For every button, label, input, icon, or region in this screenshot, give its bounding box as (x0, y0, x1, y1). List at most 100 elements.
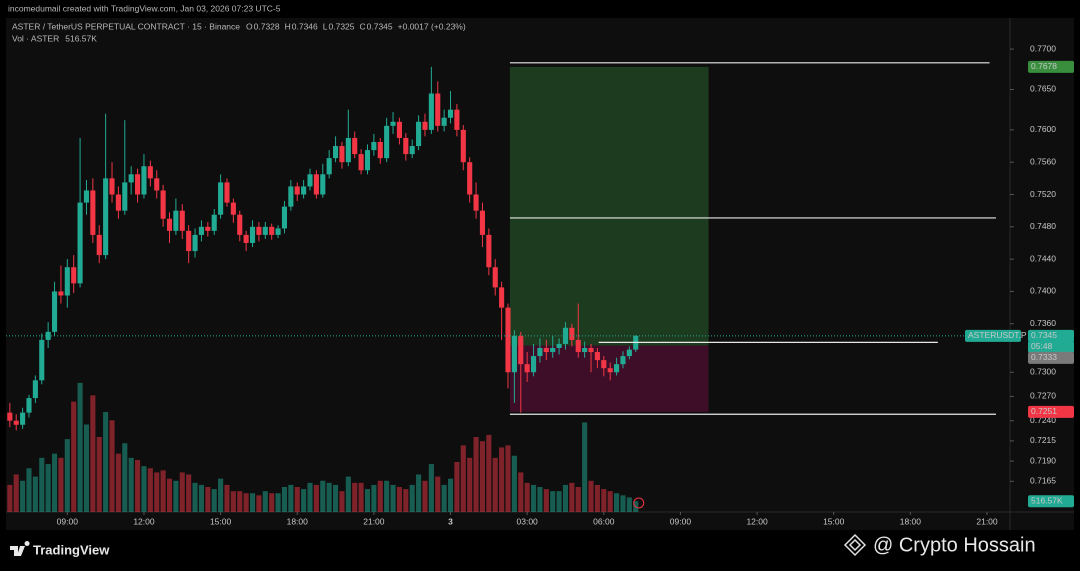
volume-bar (230, 491, 236, 512)
volume-bar (441, 484, 447, 512)
candle-body (518, 335, 524, 365)
volume-bar (537, 487, 543, 512)
x-tick-label: 3 (448, 516, 453, 526)
stop-price: 0.7251 (1031, 406, 1057, 416)
candle-body (345, 137, 351, 163)
volume-bar (339, 491, 345, 512)
volume-bar (64, 439, 70, 512)
candle-body (288, 186, 294, 207)
volume-bar (281, 487, 288, 512)
volume-bar (467, 457, 473, 512)
candle-body (422, 121, 428, 130)
y-tick-label: 0.7700 (1030, 43, 1056, 53)
x-tick-label: 21:00 (976, 516, 998, 526)
volume-bar (569, 482, 575, 512)
candle-body (262, 226, 268, 235)
candle-body (7, 412, 13, 421)
candle-body (339, 146, 345, 163)
candle-body (77, 202, 83, 284)
volume-bar (122, 443, 128, 512)
y-tick-label: 0.7190 (1030, 455, 1056, 465)
candle-body (499, 287, 505, 308)
target-price-box (1028, 60, 1074, 73)
candle-body (371, 141, 377, 151)
volume-bar (115, 453, 121, 512)
current-price-box (1028, 329, 1074, 342)
volume-bar (313, 484, 319, 512)
candle-body (301, 186, 307, 195)
candle-body (51, 291, 58, 332)
candle-body (275, 228, 281, 235)
candle-body (115, 194, 121, 211)
volume-bar (166, 478, 173, 512)
volume-bar (198, 484, 204, 512)
x-tick-label: 15:00 (210, 516, 232, 526)
volume-bar (530, 484, 537, 512)
candle-body (511, 335, 517, 373)
volume-bar (607, 491, 613, 512)
candle-body (147, 166, 153, 179)
candle-body (173, 210, 179, 231)
candle-body (479, 210, 486, 235)
candle-body (614, 364, 620, 373)
y-tick-label: 0.7270 (1030, 391, 1056, 401)
volume-bar (205, 487, 211, 512)
symbol-label: ASTERUSDT.P (968, 330, 1027, 340)
volume-bar (275, 493, 281, 512)
watermark-logo (843, 533, 867, 557)
volume-bar (58, 457, 64, 512)
candle-body (562, 327, 569, 344)
volume-bar (83, 424, 90, 512)
brand: TradingView (33, 542, 110, 557)
candle-body (58, 291, 64, 296)
candle-body (569, 327, 575, 340)
volume-bar (269, 493, 275, 512)
y-tick-label: 0.7400 (1030, 286, 1056, 296)
volume-label: 516.57K (1031, 495, 1063, 505)
volume-bar (620, 495, 626, 512)
volume-bar (7, 484, 13, 512)
candle-body (141, 166, 147, 195)
candle-body (601, 360, 607, 369)
candle-body (377, 141, 383, 159)
volume-bar (20, 480, 26, 512)
volume-bar (486, 434, 492, 512)
candle-body (467, 162, 473, 195)
y-tick-label: 0.7650 (1030, 84, 1056, 94)
candle-body (39, 339, 45, 381)
volume-title: Vol · ASTER (12, 33, 59, 43)
plot (6, 62, 1010, 512)
volume-bar (479, 441, 486, 512)
candle-body (256, 226, 262, 235)
candle-body (103, 178, 109, 256)
candle-body (505, 307, 511, 373)
volume-bar (371, 484, 377, 512)
x-tick-label: 03:00 (517, 516, 539, 526)
loss-zone (509, 345, 709, 412)
volume-bar (71, 401, 77, 512)
volume-bar (90, 395, 96, 512)
candle-body (582, 348, 588, 353)
volume-bar (358, 482, 364, 512)
countdown: 05:48 (1031, 341, 1053, 351)
candle-body (154, 178, 160, 191)
watermark: @ Crypto Hossain (873, 534, 1036, 556)
candle-body (26, 398, 32, 413)
volume-bar (575, 487, 581, 512)
ohlc-letter: H (285, 21, 291, 31)
candle-body (186, 230, 192, 252)
volume-bar (224, 484, 230, 512)
volume-label-box (1028, 495, 1074, 508)
candle-body (626, 349, 632, 357)
volume-bar (39, 457, 45, 512)
volume-bar (333, 484, 339, 512)
volume-bar (435, 476, 441, 512)
volume-bar (518, 472, 524, 512)
candle-body (588, 348, 594, 353)
header: incomedumail created with TradingView.co… (8, 3, 281, 13)
volume-bar (409, 484, 415, 512)
candle-body (524, 364, 530, 373)
candle-body (409, 146, 415, 155)
